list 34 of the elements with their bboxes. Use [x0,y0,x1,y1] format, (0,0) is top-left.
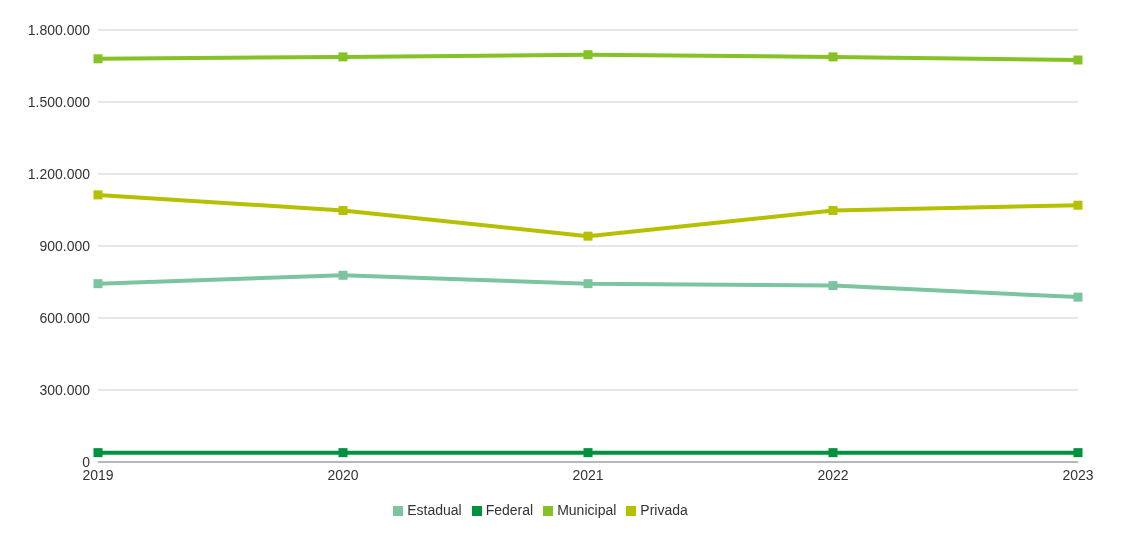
point [93,190,103,200]
point [338,205,348,215]
point [93,54,103,64]
point [583,448,593,458]
x-tick-label: 2022 [817,466,849,483]
x-tick-label: 2023 [1062,466,1094,483]
point [338,448,348,458]
y-tick-label: 1.500.000 [27,93,91,110]
y-tick-label: 900.000 [39,237,91,254]
point [583,231,593,241]
point [338,270,348,280]
y-tick-label: 300.000 [39,381,91,398]
point [1073,200,1083,210]
point [93,279,103,289]
x-tick-label: 2020 [327,466,359,483]
point [828,205,838,215]
point [338,52,348,62]
point [828,281,838,291]
legend-label: Federal [485,502,534,518]
legend-label: Municipal [557,502,617,518]
legend-label: Privada [640,502,688,518]
x-tick-label: 2021 [572,466,604,483]
y-tick-label: 600.000 [39,309,91,326]
point [1073,292,1083,302]
point [1073,55,1083,65]
point [1073,448,1083,458]
legend-label: Estadual [407,502,462,518]
point [583,279,593,289]
point [583,50,593,60]
point [828,448,838,458]
y-tick-label: 1.800.000 [27,21,91,38]
y-tick-label: 1.200.000 [27,165,91,182]
point [93,448,103,458]
point [828,52,838,62]
